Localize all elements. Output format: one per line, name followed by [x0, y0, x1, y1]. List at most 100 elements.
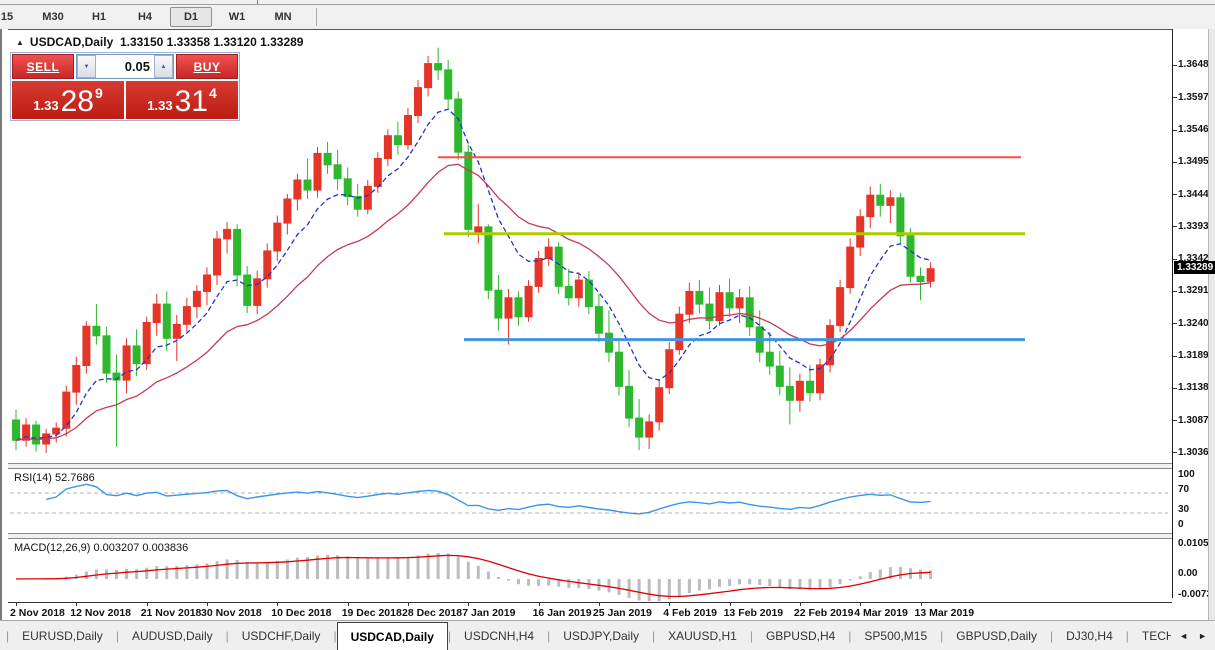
price-axis-label: 1.31895 — [1178, 350, 1215, 361]
chart-tab-USDCHF-Daily[interactable]: USDCHF,Daily — [241, 628, 321, 643]
time-tick — [860, 603, 862, 606]
pane-separator[interactable] — [8, 463, 1172, 469]
chart-tab-GBPUSD-H4[interactable]: GBPUSD,H4 — [765, 628, 836, 643]
rsi-axis-label: 0 — [1178, 519, 1184, 530]
price-axis-label: 1.30875 — [1178, 414, 1215, 426]
volume-increase-button[interactable]: ▲ — [154, 55, 173, 78]
price-axis-label: 1.35975 — [1178, 91, 1215, 103]
price-axis-label: 1.36485 — [1178, 59, 1215, 71]
macd-pane[interactable]: MACD(12,26,9) 0.003207 0.003836 — [8, 539, 1172, 603]
timeframe-button-D1[interactable]: D1 — [170, 7, 212, 27]
rsi-canvas[interactable] — [8, 469, 1172, 533]
tab-separator: | — [1125, 628, 1129, 643]
timeframe-button-H1[interactable]: H1 — [91, 11, 107, 23]
sell-button[interactable]: SELL — [12, 54, 74, 79]
time-axis-label: 10 Dec 2018 — [271, 607, 332, 619]
timeframe-button-M30[interactable]: M30 — [42, 11, 64, 23]
chart-tab-USDJPY-Daily[interactable]: USDJPY,Daily — [563, 628, 639, 643]
chart-tab-SP500-M15[interactable]: SP500,M15 — [864, 628, 928, 643]
time-tick — [16, 603, 17, 606]
macd-canvas[interactable] — [8, 539, 1172, 602]
tabs-scroll-right-icon[interactable]: ► — [1198, 630, 1207, 641]
chart-tab-USDCAD-Daily[interactable]: USDCAD,Daily — [336, 622, 448, 650]
main-chart-pane[interactable]: ▲ USDCAD,Daily 1.33150 1.33358 1.33120 1… — [8, 30, 1172, 463]
chart-tab-DJ30-H4[interactable]: DJ30,H4 — [1066, 628, 1113, 643]
time-tick — [347, 603, 349, 606]
price-axis-label: 1.33425 — [1178, 253, 1215, 265]
tab-separator: | — [115, 628, 119, 643]
chart-tab-XAUUSD-H1[interactable]: XAUUSD,H1 — [668, 628, 737, 643]
chart-tab-GBPUSD-Daily[interactable]: GBPUSD,Daily — [956, 628, 1037, 643]
timeframe-button-15[interactable]: 15 — [0, 11, 14, 23]
chart-tab-EURUSD-Daily[interactable]: EURUSD,Daily — [22, 628, 103, 643]
price-tick — [1173, 355, 1177, 357]
time-axis-label: 21 Nov 2018 — [140, 607, 202, 619]
timeframe-toolbar: 15 M30 H1 H4 D1 W1 MN — [0, 5, 1215, 29]
chart-body: ▲ USDCAD,Daily 1.33150 1.33358 1.33120 1… — [8, 29, 1172, 624]
volume-spinbox: ▼ ▲ — [76, 54, 174, 79]
tab-separator: | — [848, 628, 852, 643]
rsi-axis-label: 70 — [1178, 484, 1190, 495]
tab-separator: | — [225, 628, 229, 643]
price-tick — [1173, 452, 1177, 454]
price-tick — [1173, 97, 1177, 99]
pane-separator[interactable] — [8, 533, 1172, 539]
timeframe-button-MN[interactable]: MN — [274, 11, 292, 23]
toolbar-divider — [257, 0, 258, 4]
toolbar-divider — [316, 8, 317, 26]
macd-axis-label: -0.0073 — [1178, 588, 1212, 600]
volume-decrease-button[interactable]: ▼ — [77, 55, 96, 78]
tab-separator: | — [1049, 628, 1054, 643]
chart-window: ▲ USDCAD,Daily 1.33150 1.33358 1.33120 1… — [0, 29, 1215, 624]
sell-price-main: 28 — [60, 85, 94, 118]
time-axis-label: 22 Feb 2019 — [793, 607, 854, 619]
macd-axis-label: 0.010525 — [1178, 538, 1215, 549]
spinner-up-icon: ▲ — [160, 63, 167, 70]
buy-button[interactable]: BUY — [176, 54, 238, 79]
time-tick — [408, 603, 409, 606]
time-tick — [799, 603, 801, 606]
chart-tab-bar: | EURUSD,Daily | AUDUSD,Daily | USDCHF,Daily |… — [0, 620, 1215, 650]
tabs-scroll-left-icon[interactable]: ◄ — [1179, 630, 1189, 641]
chart-tab-AUDUSD-Daily[interactable]: AUDUSD,Daily — [131, 628, 213, 643]
sell-price-display[interactable]: 1.33 28 9 — [12, 81, 124, 119]
price-axis-label: 1.30365 — [1178, 446, 1215, 458]
tab-separator: | — [749, 628, 753, 643]
sell-price-prefix: 1.33 — [33, 98, 59, 113]
price-tick — [1173, 323, 1177, 325]
time-tick — [468, 603, 470, 606]
time-axis-label: 30 Nov 2018 — [201, 607, 262, 619]
window-right-edge — [1208, 29, 1215, 620]
time-axis-label: 13 Feb 2019 — [723, 607, 784, 619]
time-tick — [729, 603, 731, 606]
price-tick — [1173, 64, 1177, 66]
timeframe-button-W1[interactable]: W1 — [228, 11, 246, 23]
time-tick — [669, 603, 671, 606]
tab-separator: | — [940, 628, 944, 643]
price-axis[interactable]: 1.36485 1.35975 1.35465 1.34955 1.34445 … — [1172, 29, 1215, 600]
candlestick-canvas[interactable] — [8, 30, 1172, 463]
buy-price-display[interactable]: 1.33 31 4 — [126, 81, 238, 119]
time-axis[interactable]: 2 Nov 2018 12 Nov 2018 21 Nov 2018 30 No… — [8, 603, 1172, 624]
price-tick — [1173, 194, 1177, 195]
price-axis-label: 1.32405 — [1178, 317, 1215, 329]
chart-title: ▲ USDCAD,Daily 1.33150 1.33358 1.33120 1… — [16, 35, 303, 49]
price-tick — [1173, 290, 1177, 292]
price-tick — [1173, 226, 1177, 228]
tab-separator: | — [333, 628, 337, 643]
volume-input[interactable] — [96, 55, 154, 78]
current-price-marker: 1.33289 — [1174, 261, 1215, 275]
tab-scroll-controls: ◄ ► — [1171, 621, 1215, 650]
rsi-axis-label: 100 — [1178, 469, 1195, 480]
price-tick — [1173, 129, 1177, 131]
rsi-pane[interactable]: RSI(14) 52.7686 — [8, 469, 1172, 533]
time-tick — [207, 603, 208, 606]
time-axis-label: 4 Mar 2019 — [854, 607, 908, 619]
rsi-header: RSI(14) 52.7686 — [14, 472, 95, 484]
collapse-arrow-icon[interactable]: ▲ — [16, 37, 24, 47]
sell-price-pip: 9 — [94, 85, 103, 101]
timeframe-button-H4[interactable]: H4 — [137, 11, 153, 23]
chart-tab-USDCNH-H4[interactable]: USDCNH,H4 — [464, 628, 535, 643]
chart-tab-TECH100-H1[interactable]: TECH100,H1 — [1141, 628, 1172, 643]
